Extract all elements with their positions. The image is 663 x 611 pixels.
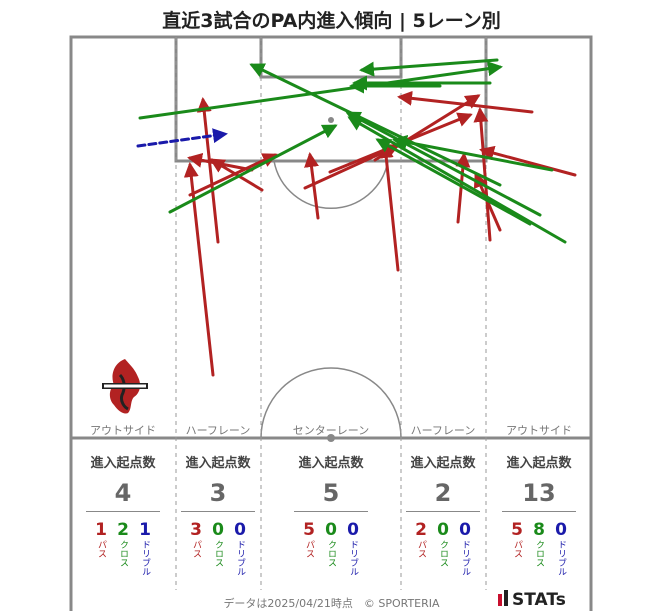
- cross-label: クロス: [326, 540, 336, 567]
- pass-label: パス: [512, 540, 522, 558]
- pass-count: 5: [303, 520, 315, 540]
- stat-total: 4: [114, 479, 132, 507]
- lane-stats-halfspace-left: 進入起点数 3 3 パス 0 クロス 0 ドリブル: [173, 452, 263, 576]
- stat-divider: [406, 511, 480, 512]
- cross-count: 0: [212, 520, 224, 540]
- cross-count: 0: [325, 520, 337, 540]
- stat-divider: [502, 511, 576, 512]
- stat-heading: 進入起点数: [185, 456, 251, 471]
- lane-stats-outside-left: 進入起点数 4 1 パス 2 クロス 1 ドリブル: [78, 452, 168, 576]
- dribble-count: 0: [347, 520, 359, 540]
- dribble-label: ドリブル: [460, 540, 470, 576]
- lane-label-center: センターレーン: [292, 424, 370, 437]
- cross-label: クロス: [213, 540, 223, 567]
- stat-heading: 進入起点数: [410, 456, 476, 471]
- stat-breakdown: 5 パス 8 クロス 0 ドリブル: [494, 520, 584, 576]
- penalty-area: [174, 35, 488, 163]
- stat-heading: 進入起点数: [506, 456, 572, 471]
- lane-stats-center: 進入起点数 5 5 パス 0 クロス 0 ドリブル: [286, 452, 376, 576]
- cross-label: クロス: [534, 540, 544, 567]
- lane-stats-halfspace-right: 進入起点数 2 2 パス 0 クロス 0 ドリブル: [398, 452, 488, 576]
- cross-arrow: [345, 111, 542, 217]
- dribble-arrow: [136, 128, 228, 148]
- pass-count: 3: [190, 520, 202, 540]
- stat-breakdown: 5 パス 0 クロス 0 ドリブル: [286, 520, 376, 576]
- center-circle: [260, 367, 402, 439]
- chart-title: 直近3試合のPA内進入傾向 | 5レーン別: [162, 10, 501, 32]
- stat-total: 13: [522, 479, 556, 507]
- cross-arrow: [392, 134, 554, 172]
- dribble-count: 0: [555, 520, 567, 540]
- pass-arrow: [397, 90, 534, 114]
- pass-label: パス: [96, 540, 106, 558]
- pass-count: 1: [95, 520, 107, 540]
- stat-total: 3: [209, 479, 227, 507]
- cross-count: 0: [437, 520, 449, 540]
- pass-label: パス: [416, 540, 426, 558]
- stat-divider: [86, 511, 160, 512]
- cross-label: クロス: [118, 540, 128, 567]
- stat-total: 5: [322, 479, 340, 507]
- dribble-label: ドリブル: [348, 540, 358, 576]
- pass-arrow: [209, 158, 264, 192]
- pass-arrow: [304, 152, 320, 220]
- dribble-label: ドリブル: [140, 540, 150, 576]
- lane-stats-outside-right: 進入起点数 13 5 パス 8 クロス 0 ドリブル: [494, 452, 584, 576]
- goal-area: [259, 35, 403, 79]
- footer-credit: データは2025/04/21時点 © SPORTERIA: [223, 597, 440, 610]
- brand-mark-icon: [498, 594, 502, 606]
- cross-count: 2: [117, 520, 129, 540]
- lane-label-halfspace-left: ハーフレーン: [185, 424, 251, 437]
- dribble-count: 0: [234, 520, 246, 540]
- penalty-arc: [273, 160, 389, 210]
- cross-arrow: [359, 58, 499, 77]
- pass-arrow: [196, 97, 220, 244]
- pass-count: 5: [511, 520, 523, 540]
- dribble-count: 0: [459, 520, 471, 540]
- stat-breakdown: 2 パス 0 クロス 0 ドリブル: [398, 520, 488, 576]
- dribble-count: 1: [139, 520, 151, 540]
- dribble-label: ドリブル: [556, 540, 566, 576]
- lane-label-outside-right: アウトサイド: [506, 424, 572, 437]
- pass-label: パス: [304, 540, 314, 558]
- stat-divider: [181, 511, 255, 512]
- stat-breakdown: 1 パス 2 クロス 1 ドリブル: [78, 520, 168, 576]
- brand-logo: STATs: [498, 590, 566, 610]
- pass-label: パス: [191, 540, 201, 558]
- cross-arrow: [375, 138, 532, 226]
- pass-arrow: [188, 153, 278, 197]
- center-spot: [327, 434, 335, 442]
- stat-breakdown: 3 パス 0 クロス 0 ドリブル: [173, 520, 263, 576]
- cross-arrow: [138, 61, 503, 120]
- penalty-spot: [328, 117, 334, 123]
- entry-arrows: [136, 58, 577, 377]
- stat-total: 2: [434, 479, 452, 507]
- stat-heading: 進入起点数: [298, 456, 364, 471]
- club-crest-icon: [102, 359, 148, 414]
- stat-divider: [294, 511, 368, 512]
- stat-heading: 進入起点数: [90, 456, 156, 471]
- cross-count: 8: [533, 520, 545, 540]
- pass-arrow: [479, 145, 577, 177]
- pass-arrow: [303, 144, 400, 190]
- cross-arrow: [168, 124, 338, 214]
- brand-mark-icon: [504, 590, 508, 606]
- lane-label-outside-left: アウトサイド: [90, 424, 156, 437]
- brand-name: STATs: [512, 590, 566, 610]
- dribble-label: ドリブル: [235, 540, 245, 576]
- cross-label: クロス: [438, 540, 448, 567]
- cross-arrow: [249, 63, 502, 187]
- lane-label-halfspace-right: ハーフレーン: [410, 424, 476, 437]
- pass-arrow: [378, 143, 400, 272]
- pass-count: 2: [415, 520, 427, 540]
